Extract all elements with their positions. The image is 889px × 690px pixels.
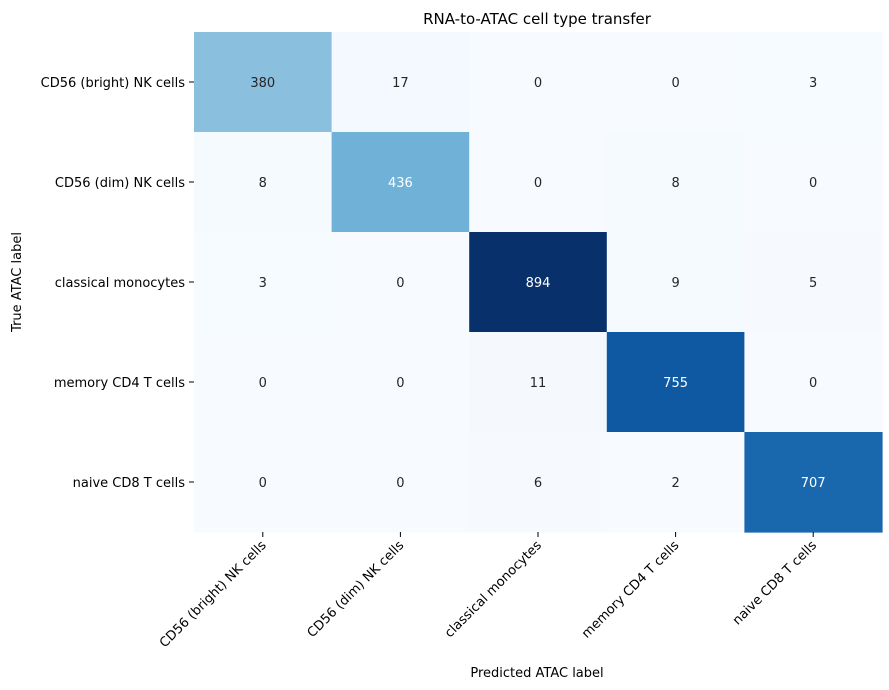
y-axis-label: True ATAC label bbox=[10, 232, 25, 333]
heatmap-cell-r2-c1 bbox=[331, 232, 470, 333]
heatmap-cell-r0-c0 bbox=[194, 32, 333, 133]
cell-value-r2-c4: 5 bbox=[809, 276, 817, 291]
heatmap-cell-r0-c1 bbox=[331, 32, 470, 133]
cell-value-r0-c4: 3 bbox=[809, 76, 817, 91]
cell-value-r1-c4: 0 bbox=[809, 176, 817, 191]
y-tick-label-0: CD56 (bright) NK cells bbox=[41, 76, 186, 91]
cell-value-r3-c0: 0 bbox=[259, 376, 267, 391]
heatmap-cell-r3-c3 bbox=[606, 332, 745, 433]
chart-title: RNA-to-ATAC cell type transfer bbox=[423, 10, 652, 28]
y-tick-label-1: CD56 (dim) NK cells bbox=[55, 176, 185, 191]
x-tick-label-0: CD56 (bright) NK cells bbox=[157, 538, 270, 651]
cell-value-r0-c3: 0 bbox=[671, 76, 679, 91]
cell-value-r2-c0: 3 bbox=[259, 276, 267, 291]
heatmap-cell-r0-c3 bbox=[606, 32, 745, 133]
y-tick-label-2: classical monocytes bbox=[55, 276, 185, 291]
cell-value-r4-c2: 6 bbox=[534, 476, 542, 491]
cell-value-r4-c0: 0 bbox=[259, 476, 267, 491]
cells-layer bbox=[194, 32, 883, 533]
heatmap-cell-r4-c4 bbox=[744, 432, 883, 533]
y-tick-label-3: memory CD4 T cells bbox=[54, 376, 185, 391]
heatmap-cell-r2-c3 bbox=[606, 232, 745, 333]
x-tick-label-1: CD56 (dim) NK cells bbox=[305, 538, 408, 641]
y-tick-label-4: naive CD8 T cells bbox=[73, 476, 186, 491]
heatmap-cell-r3-c4 bbox=[744, 332, 883, 433]
heatmap-cell-r1-c4 bbox=[744, 132, 883, 233]
cell-value-r4-c4: 707 bbox=[801, 476, 826, 491]
cell-value-r2-c2: 894 bbox=[526, 276, 551, 291]
cell-value-r3-c1: 0 bbox=[396, 376, 404, 391]
cell-value-r1-c1: 436 bbox=[388, 176, 413, 191]
cell-value-r3-c2: 11 bbox=[530, 376, 547, 391]
heatmap-cell-r2-c2 bbox=[469, 232, 608, 333]
cell-value-r1-c2: 0 bbox=[534, 176, 542, 191]
heatmap-cell-r1-c1 bbox=[331, 132, 470, 233]
x-tick-label-4: naive CD8 T cells bbox=[730, 538, 820, 628]
heatmap-cell-r0-c2 bbox=[469, 32, 608, 133]
heatmap-cell-r3-c0 bbox=[194, 332, 333, 433]
x-axis-label: Predicted ATAC label bbox=[470, 666, 603, 681]
cell-value-r2-c3: 9 bbox=[671, 276, 679, 291]
cell-value-r0-c2: 0 bbox=[534, 76, 542, 91]
cell-value-r4-c3: 2 bbox=[671, 476, 679, 491]
cell-value-r0-c1: 17 bbox=[392, 76, 409, 91]
heatmap-cell-r0-c4 bbox=[744, 32, 883, 133]
heatmap-cell-r1-c0 bbox=[194, 132, 333, 233]
heatmap-cell-r2-c4 bbox=[744, 232, 883, 333]
cell-value-r1-c3: 8 bbox=[671, 176, 679, 191]
heatmap-cell-r3-c1 bbox=[331, 332, 470, 433]
heatmap-cell-r1-c3 bbox=[606, 132, 745, 233]
heatmap-cell-r4-c1 bbox=[331, 432, 470, 533]
x-tick-label-3: memory CD4 T cells bbox=[579, 538, 683, 642]
cell-value-r2-c1: 0 bbox=[396, 276, 404, 291]
heatmap-cell-r2-c0 bbox=[194, 232, 333, 333]
cell-value-r1-c0: 8 bbox=[259, 176, 267, 191]
x-tick-label-2: classical monocytes bbox=[442, 538, 545, 641]
heatmap-cell-r4-c0 bbox=[194, 432, 333, 533]
cell-value-r4-c1: 0 bbox=[396, 476, 404, 491]
cell-value-r0-c0: 380 bbox=[250, 76, 275, 91]
cell-values-layer: 380 17 0 0 3 8 436 0 8 0 3 0 894 9 5 0 0 11 755 0 0 0 6 2 707 bbox=[250, 76, 825, 491]
heatmap-cell-r3-c2 bbox=[469, 332, 608, 433]
cell-value-r3-c3: 755 bbox=[663, 376, 688, 391]
heatmap-cell-r4-c3 bbox=[606, 432, 745, 533]
cell-value-r3-c4: 0 bbox=[809, 376, 817, 391]
heatmap-cell-r1-c2 bbox=[469, 132, 608, 233]
heatmap-cell-r4-c2 bbox=[469, 432, 608, 533]
